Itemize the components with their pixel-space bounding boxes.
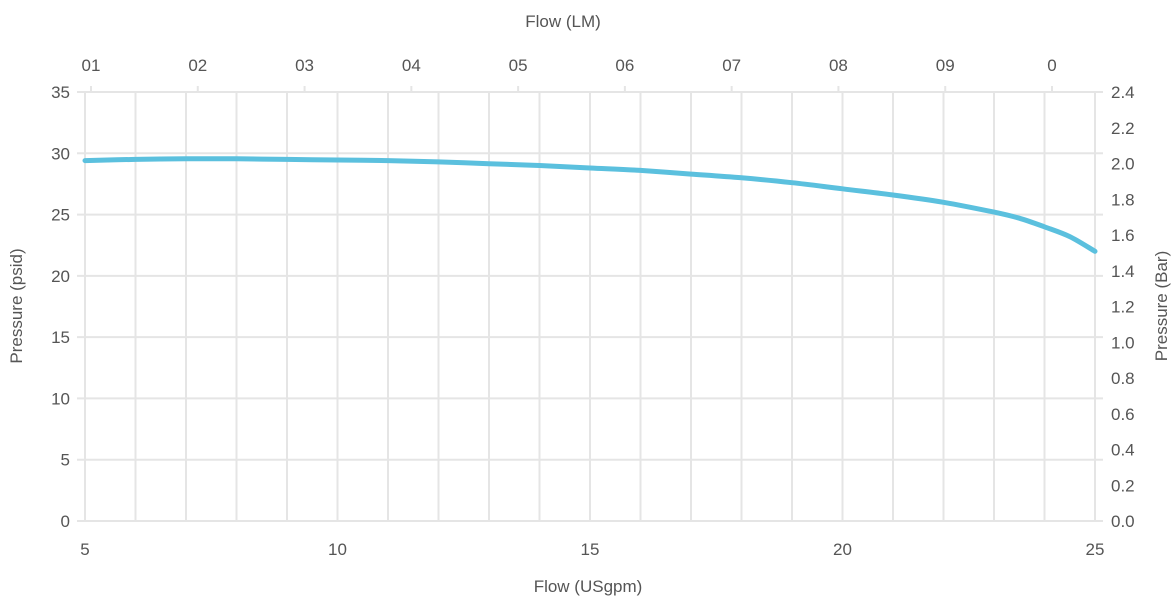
x-bottom-tick-label: 20 (833, 540, 852, 559)
y-left-tick-label: 5 (61, 451, 70, 470)
y-right-tick-label: 1.4 (1111, 262, 1135, 281)
y-left-tick-label: 15 (51, 328, 70, 347)
y-left-tick-label: 30 (51, 144, 70, 163)
y-right-tick-label: 1.2 (1111, 298, 1135, 317)
x-top-tick-label: 06 (615, 56, 634, 75)
y-right-tick-label: 2.4 (1111, 83, 1135, 102)
x-bottom-tick-label: 25 (1086, 540, 1105, 559)
y-right-tick-label: 2.0 (1111, 155, 1135, 174)
series-line (82, 156, 1098, 254)
y-right-tick-label: 0.8 (1111, 369, 1135, 388)
x-top-tick-label: 09 (936, 56, 955, 75)
right-axis-title: Pressure (Bar) (1152, 251, 1171, 362)
series-layer (82, 156, 1098, 254)
y-right-tick-label: 0.0 (1111, 512, 1135, 531)
y-right-tick-label: 1.0 (1111, 333, 1135, 352)
y-left-tick-label: 10 (51, 389, 70, 408)
x-bottom-tick-label: 15 (581, 540, 600, 559)
x-top-tick-label: 05 (509, 56, 528, 75)
x-bottom-tick-label: 5 (80, 540, 89, 559)
x-top-tick-label: 07 (722, 56, 741, 75)
top-axis-ticks: 01 02 03 04 05 06 07 08 09 0 (82, 56, 1057, 92)
top-axis-title: Flow (LM) (525, 12, 601, 31)
bottom-axis-title: Flow (USgpm) (534, 577, 643, 596)
x-top-tick-label: 01 (82, 56, 101, 75)
x-top-tick-label: 03 (295, 56, 314, 75)
y-right-tick-label: 0.6 (1111, 405, 1135, 424)
y-left-tick-label: 20 (51, 267, 70, 286)
left-axis-title: Pressure (psid) (7, 248, 26, 363)
x-top-tick-label: 0 (1047, 56, 1056, 75)
y-right-tick-label: 0.2 (1111, 476, 1135, 495)
left-axis-ticks: 0 5 10 15 20 25 30 35 (51, 83, 70, 531)
y-right-tick-label: 1.6 (1111, 226, 1135, 245)
y-left-tick-label: 35 (51, 83, 70, 102)
y-left-tick-label: 0 (61, 512, 70, 531)
right-axis-ticks: 0.0 0.2 0.4 0.6 0.8 1.0 1.2 1.4 1.6 1.8 2.0 2.2 2.4 (1111, 83, 1135, 531)
x-top-tick-label: 08 (829, 56, 848, 75)
bottom-axis-ticks: 5 10 15 20 25 (80, 540, 1104, 559)
y-left-tick-label: 25 (51, 206, 70, 225)
x-top-tick-label: 02 (188, 56, 207, 75)
y-right-tick-label: 0.4 (1111, 441, 1135, 460)
y-right-tick-label: 1.8 (1111, 190, 1135, 209)
x-bottom-tick-label: 10 (328, 540, 347, 559)
y-right-tick-label: 2.2 (1111, 119, 1135, 138)
grid (77, 91, 1103, 522)
x-top-tick-label: 04 (402, 56, 421, 75)
